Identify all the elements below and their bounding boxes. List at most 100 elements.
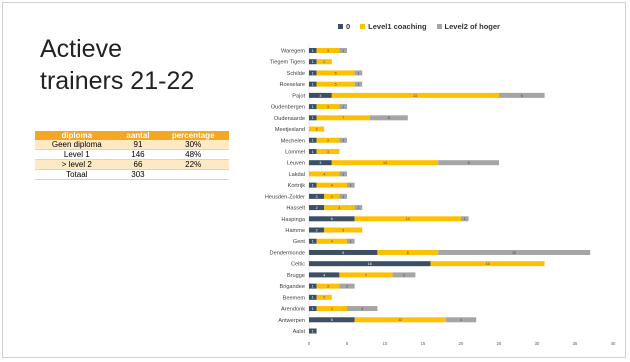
bar-segment: [309, 160, 332, 166]
bar-segment: [316, 48, 340, 53]
data-label: 1: [350, 240, 352, 244]
bar-segment: [347, 238, 355, 244]
bar-segment: [392, 272, 416, 278]
data-label: 22: [413, 94, 417, 98]
bar-segment: [309, 104, 317, 110]
category-label: Hamme: [285, 228, 305, 234]
bar-segment: [354, 216, 461, 222]
data-label: 2: [316, 206, 318, 210]
bar-segment: [309, 205, 325, 211]
data-label: 1: [357, 83, 359, 87]
category-label: Hasselt: [286, 206, 305, 212]
table-cell: Totaal: [35, 169, 119, 180]
bar-segment: [316, 294, 332, 300]
data-label: 1: [312, 116, 314, 120]
bar-segment: [309, 227, 325, 233]
x-tick-label: 20: [459, 341, 464, 346]
bar-segment: [377, 249, 439, 255]
data-label: 1: [464, 217, 466, 221]
data-label: 6: [521, 94, 523, 98]
category-label: Antwerpen: [278, 318, 305, 324]
category-label: Meetjesland: [275, 127, 305, 133]
category-label: Haspinga: [281, 217, 306, 223]
data-label: 3: [327, 285, 329, 289]
table-row: Level 1 146 48%: [35, 149, 229, 160]
data-label: 3: [319, 94, 321, 98]
slide-title: Actieve trainers 21-22: [40, 33, 194, 97]
data-label: 14: [406, 217, 410, 221]
bar-segment: [309, 148, 317, 154]
data-label: 8: [468, 161, 470, 165]
bar-segment: [316, 238, 347, 244]
bar-segment: [316, 104, 340, 110]
category-label: Beemem: [283, 295, 306, 301]
legend-label: 0: [346, 22, 351, 31]
bar-segment: [324, 193, 340, 199]
bar-segment: [309, 193, 325, 199]
category-label: Waregem: [281, 49, 305, 55]
table-cell: 66: [118, 159, 158, 170]
bar-segment: [309, 272, 340, 278]
data-label: 3: [327, 139, 329, 143]
category-label: Lommel: [285, 149, 305, 155]
data-label: 4: [323, 172, 325, 176]
bar-segment: [369, 115, 408, 121]
bar-segment: [316, 283, 340, 289]
data-label: 3: [319, 161, 321, 165]
data-label: 1: [342, 49, 344, 53]
bar-segment: [309, 48, 317, 53]
data-label: 5: [335, 71, 337, 75]
bar-segment: [309, 137, 317, 143]
data-label: 1: [312, 184, 314, 188]
bar-segment: [354, 205, 363, 211]
data-label: 1: [312, 307, 314, 311]
bar-segment: [347, 182, 355, 188]
data-label: 4: [460, 318, 462, 322]
category-label: Lakdal: [289, 172, 305, 178]
data-label: 7: [342, 116, 344, 120]
bar-segment: [324, 227, 363, 233]
legend-swatch: [360, 24, 366, 29]
x-tick-label: 10: [383, 341, 388, 346]
category-label: Kortrijk: [288, 183, 306, 189]
data-label: 2: [316, 228, 318, 232]
bar-segment: [339, 171, 347, 177]
table-header-row: diploma aantal percentage: [35, 131, 229, 140]
bar-segment: [499, 92, 545, 98]
table-cell: [157, 169, 229, 180]
table-cell: 146: [118, 149, 158, 160]
table-header-aantal: aantal: [118, 131, 158, 140]
bar-segment: [339, 104, 347, 110]
category-label: Oudenaarde: [274, 116, 305, 122]
data-label: 1: [312, 329, 314, 333]
chart-legend: 0 Level1 coaching Level2 of hoger: [338, 22, 500, 31]
data-label: 1: [342, 139, 344, 143]
data-label: 1: [312, 83, 314, 87]
data-label: 1: [342, 172, 344, 176]
data-label: 4: [338, 206, 340, 210]
bar-segment: [309, 317, 355, 323]
slide-title-line-1: Actieve: [40, 35, 122, 63]
data-label: 4: [323, 273, 325, 277]
bar-segment: [339, 283, 355, 289]
x-tick-label: 30: [535, 341, 540, 346]
bar-segment: [331, 160, 439, 166]
x-tick-label: 40: [611, 341, 616, 346]
category-label: Arendonk: [281, 307, 305, 313]
bar-segment: [354, 70, 363, 76]
category-label: Schilde: [287, 71, 305, 77]
bar-segment: [309, 306, 317, 312]
x-tick-label: 5: [346, 341, 349, 346]
bar-segment: [339, 272, 393, 278]
bar-segment: [309, 261, 431, 267]
data-label: 9: [342, 251, 344, 255]
slide-title-line-2: trainers 21-22: [40, 67, 195, 95]
x-tick-label: 35: [573, 341, 578, 346]
bar-segment: [309, 238, 317, 244]
table-cell: 30%: [157, 140, 229, 150]
bar-segment: [316, 137, 340, 143]
data-label: 4: [331, 307, 333, 311]
data-label: 2: [331, 195, 333, 199]
data-label: 1: [312, 139, 314, 143]
bar-segment: [430, 261, 545, 267]
